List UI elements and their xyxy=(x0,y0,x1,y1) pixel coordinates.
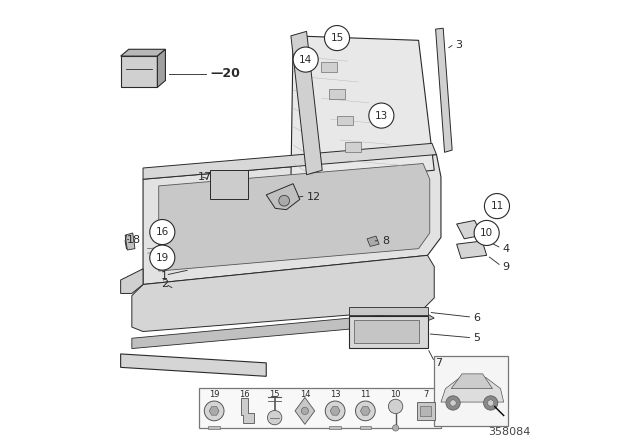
Text: 16: 16 xyxy=(156,227,169,237)
Polygon shape xyxy=(295,397,315,424)
Text: 6: 6 xyxy=(473,313,480,323)
Polygon shape xyxy=(143,143,436,179)
FancyBboxPatch shape xyxy=(209,426,220,429)
Text: 12: 12 xyxy=(307,192,321,202)
Polygon shape xyxy=(120,354,266,376)
Text: 11: 11 xyxy=(360,390,371,399)
Polygon shape xyxy=(209,407,219,415)
Polygon shape xyxy=(457,241,486,258)
Circle shape xyxy=(324,26,349,51)
Polygon shape xyxy=(457,220,482,239)
Polygon shape xyxy=(120,56,157,87)
Polygon shape xyxy=(367,236,379,246)
Polygon shape xyxy=(360,407,371,415)
Text: 1: 1 xyxy=(161,271,168,280)
FancyBboxPatch shape xyxy=(345,142,361,152)
FancyBboxPatch shape xyxy=(330,426,341,429)
Circle shape xyxy=(392,425,399,431)
Circle shape xyxy=(446,396,460,410)
Text: 14: 14 xyxy=(300,390,310,399)
FancyBboxPatch shape xyxy=(360,426,371,429)
Circle shape xyxy=(301,407,308,414)
Circle shape xyxy=(474,220,499,246)
Text: 16: 16 xyxy=(239,390,250,399)
Circle shape xyxy=(388,399,403,414)
FancyBboxPatch shape xyxy=(435,356,508,426)
Circle shape xyxy=(484,194,509,219)
FancyBboxPatch shape xyxy=(329,89,345,99)
Polygon shape xyxy=(330,407,340,415)
Polygon shape xyxy=(132,311,435,349)
Circle shape xyxy=(150,245,175,270)
Text: 5: 5 xyxy=(473,333,480,343)
Circle shape xyxy=(150,220,175,245)
Polygon shape xyxy=(143,155,441,284)
Polygon shape xyxy=(132,255,435,332)
Text: 19: 19 xyxy=(209,390,220,399)
Text: 3: 3 xyxy=(455,40,462,50)
Text: 4: 4 xyxy=(502,244,509,254)
Text: 17: 17 xyxy=(198,172,212,182)
Text: 10: 10 xyxy=(480,228,493,238)
Text: —20: —20 xyxy=(210,67,240,81)
Circle shape xyxy=(325,401,345,421)
Polygon shape xyxy=(241,398,254,423)
Text: 7: 7 xyxy=(423,390,429,399)
Text: 13: 13 xyxy=(375,111,388,121)
FancyBboxPatch shape xyxy=(417,402,435,420)
FancyBboxPatch shape xyxy=(337,116,353,125)
Text: 2: 2 xyxy=(161,280,168,289)
Circle shape xyxy=(369,103,394,128)
Text: 10: 10 xyxy=(390,390,401,399)
Polygon shape xyxy=(266,184,300,210)
Circle shape xyxy=(204,401,224,421)
Text: 358084: 358084 xyxy=(488,427,531,437)
FancyBboxPatch shape xyxy=(353,320,419,343)
FancyBboxPatch shape xyxy=(210,170,248,199)
Circle shape xyxy=(450,400,456,406)
Polygon shape xyxy=(441,377,504,402)
FancyBboxPatch shape xyxy=(349,307,428,315)
FancyBboxPatch shape xyxy=(199,388,441,428)
Text: 8: 8 xyxy=(382,236,389,246)
Circle shape xyxy=(279,195,289,206)
Polygon shape xyxy=(159,164,430,271)
Text: 9: 9 xyxy=(502,262,509,271)
Circle shape xyxy=(484,396,498,410)
Polygon shape xyxy=(120,49,165,56)
Text: 15: 15 xyxy=(330,33,344,43)
Polygon shape xyxy=(291,31,323,175)
Circle shape xyxy=(488,400,494,406)
FancyBboxPatch shape xyxy=(349,316,428,348)
Circle shape xyxy=(355,401,375,421)
Text: 19: 19 xyxy=(156,253,169,263)
FancyBboxPatch shape xyxy=(321,62,337,72)
Circle shape xyxy=(268,410,282,425)
Text: 14: 14 xyxy=(299,55,312,65)
Polygon shape xyxy=(451,374,493,388)
Text: 18: 18 xyxy=(127,235,141,245)
FancyBboxPatch shape xyxy=(420,405,431,416)
Text: 15: 15 xyxy=(269,390,280,399)
Text: 13: 13 xyxy=(330,390,340,399)
Polygon shape xyxy=(120,269,143,293)
Polygon shape xyxy=(291,36,435,184)
Text: 7: 7 xyxy=(436,358,443,368)
Circle shape xyxy=(293,47,318,72)
Polygon shape xyxy=(157,49,165,87)
Text: 11: 11 xyxy=(490,201,504,211)
Polygon shape xyxy=(125,233,135,250)
Polygon shape xyxy=(436,28,452,152)
